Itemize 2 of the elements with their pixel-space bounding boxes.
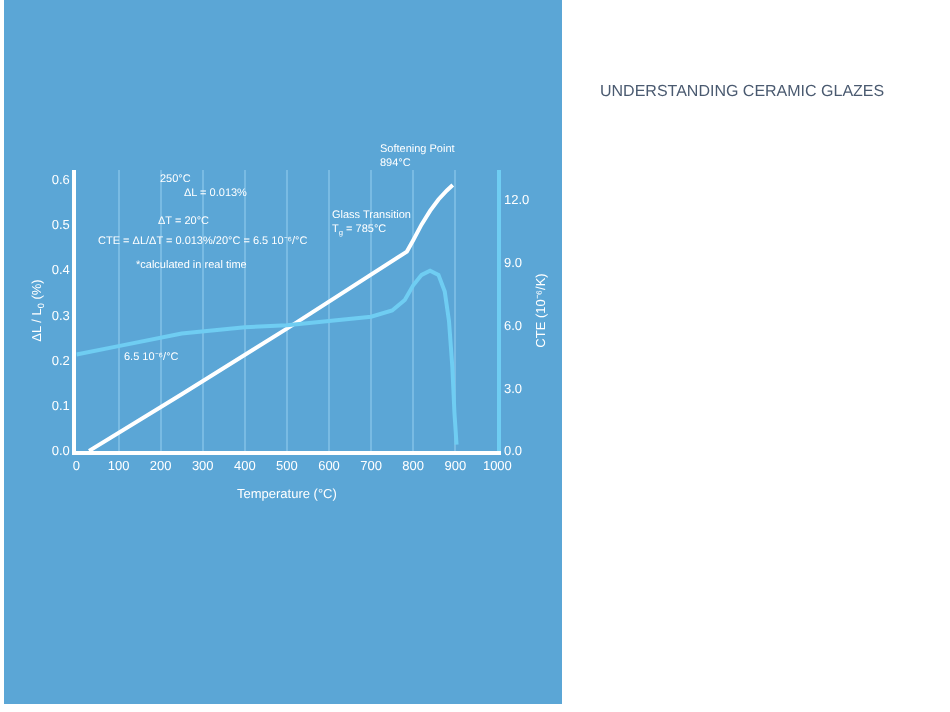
text: UNDERSTANDING CERAMIC GLAZES (600, 81, 885, 100)
line-series (76, 268, 459, 447)
